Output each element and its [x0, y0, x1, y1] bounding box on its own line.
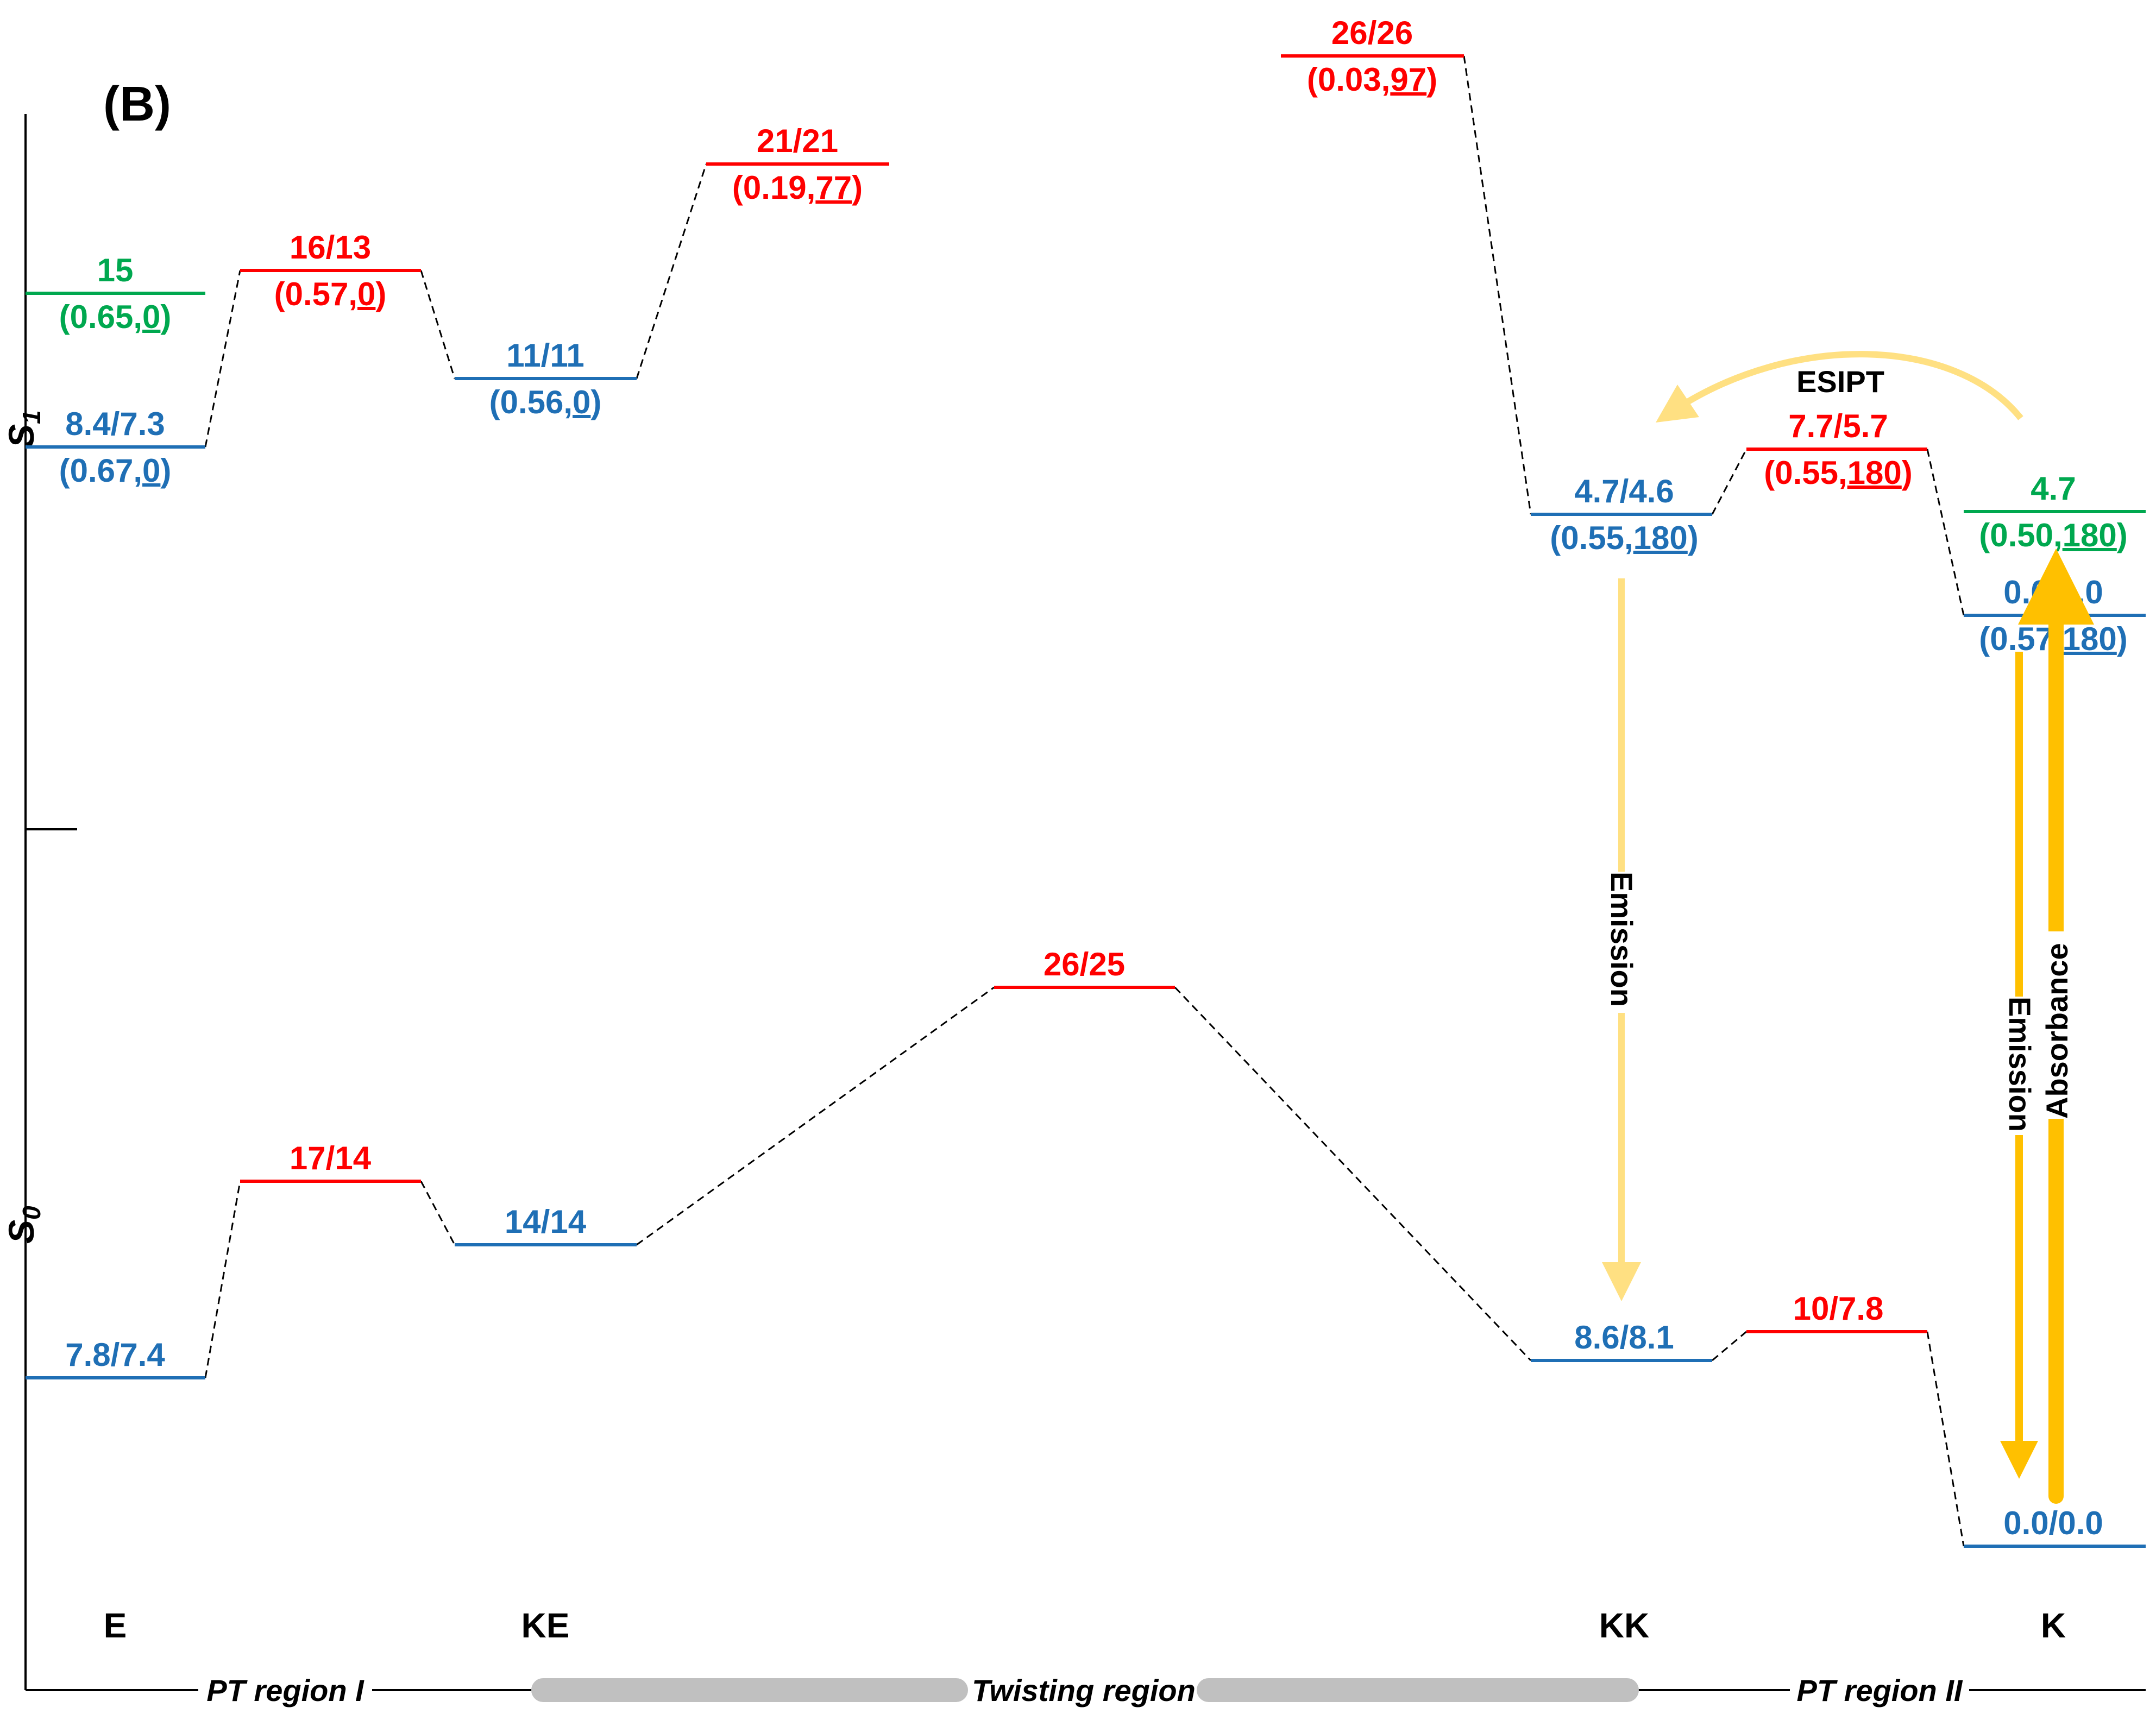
svg-text:(0.19,77): (0.19,77)	[732, 169, 863, 206]
s0-level-red-KKK: 10/7.8	[1746, 1290, 1927, 1333]
svg-text:14/14: 14/14	[505, 1203, 587, 1240]
svg-text:(0.67,0): (0.67,0)	[59, 452, 172, 489]
s0-level-blue-K: 0.0/0.0	[1964, 1505, 2146, 1548]
s1-level-green-K: 4.7 (0.50,180)	[1964, 470, 2146, 553]
species-label-KE: KE	[521, 1606, 570, 1645]
svg-text:7.8/7.4: 7.8/7.4	[65, 1337, 165, 1373]
svg-text:(0.55,180): (0.55,180)	[1764, 455, 1913, 491]
svg-text:26/25: 26/25	[1044, 946, 1125, 982]
absorbance-label: Absorbance	[2040, 943, 2074, 1119]
panel-label: (B)	[103, 77, 171, 131]
svg-text:21/21: 21/21	[757, 123, 838, 159]
svg-text:(0.55,180): (0.55,180)	[1550, 520, 1699, 556]
s1-level-blue-E: 8.4/7.3 (0.67,0)	[26, 406, 205, 489]
s1-level-red-21: 21/21 (0.19,77)	[706, 123, 889, 206]
svg-text:(0.57,0): (0.57,0)	[274, 276, 387, 312]
svg-text:10/7.8: 10/7.8	[1793, 1290, 1884, 1327]
region-label-twist: Twisting region	[972, 1673, 1196, 1707]
svg-text:(0.50,180): (0.50,180)	[1979, 517, 2128, 553]
s1-connectors	[204, 55, 1965, 616]
s0-level-blue-KE: 14/14	[455, 1203, 637, 1246]
svg-text:7.7/5.7: 7.7/5.7	[1788, 408, 1888, 444]
s1-level-blue-KE: 11/11 (0.56,0)	[455, 337, 637, 420]
svg-text:(0.65,0): (0.65,0)	[59, 299, 172, 335]
esipt-arrow	[1656, 351, 2023, 423]
s1-level-green-E: 15 (0.65,0)	[26, 252, 205, 335]
svg-text:4.7/4.6: 4.7/4.6	[1574, 473, 1674, 509]
s1-level-red-26: 26/26 (0.03,97)	[1281, 15, 1464, 98]
s1-level-blue-KK: 4.7/4.6 (0.55,180)	[1531, 473, 1712, 556]
svg-text:(0.56,0): (0.56,0)	[489, 384, 602, 420]
svg-text:16/13: 16/13	[290, 229, 371, 266]
region-label-pt2: PT region II	[1797, 1673, 1963, 1707]
species-label-K: K	[2041, 1606, 2066, 1645]
s0-level-blue-E: 7.8/7.4	[26, 1337, 205, 1379]
svg-text:4.7: 4.7	[2031, 470, 2076, 507]
species-label-E: E	[104, 1606, 127, 1645]
s0-level-blue-KK: 8.6/8.1	[1531, 1319, 1712, 1362]
svg-text:11/11: 11/11	[506, 337, 584, 374]
emission-label-kk: Emission	[1605, 872, 1639, 1007]
svg-text:8.6/8.1: 8.6/8.1	[1574, 1319, 1674, 1356]
svg-text:26/26: 26/26	[1331, 15, 1413, 51]
esipt-label: ESIPT	[1796, 364, 1884, 399]
svg-text:0.0/0.0: 0.0/0.0	[2003, 1505, 2103, 1541]
s1-level-red-KKK: 7.7/5.7 (0.55,180)	[1746, 408, 1927, 491]
svg-text:15: 15	[97, 252, 134, 288]
svg-text:8.4/7.3: 8.4/7.3	[65, 406, 165, 442]
svg-text:17/14: 17/14	[290, 1140, 372, 1176]
emission-label-k: Emission	[2003, 997, 2037, 1132]
s1-level-red-EKE: 16/13 (0.57,0)	[240, 229, 421, 312]
s0-connectors	[204, 986, 1965, 1547]
species-label-KK: KK	[1599, 1606, 1649, 1645]
s0-axis-label: S0	[1, 1206, 46, 1244]
s1-axis-label: S1	[1, 410, 46, 448]
s0-level-red-EKE: 17/14	[240, 1140, 421, 1183]
s0-level-red-twist: 26/25	[994, 946, 1175, 989]
region-label-pt1: PT region I	[206, 1673, 364, 1707]
svg-text:(0.03,97): (0.03,97)	[1307, 61, 1437, 98]
